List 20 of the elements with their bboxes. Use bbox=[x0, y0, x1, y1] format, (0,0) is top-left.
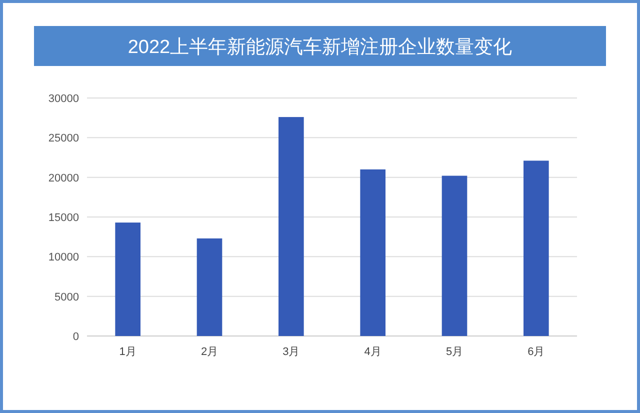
y-tick-label: 30000 bbox=[48, 93, 79, 105]
bar bbox=[115, 222, 140, 336]
x-tick-label: 5月 bbox=[446, 346, 464, 358]
y-tick-label: 20000 bbox=[48, 172, 79, 184]
y-tick-label: 0 bbox=[72, 331, 79, 343]
x-tick-label: 3月 bbox=[282, 346, 300, 358]
x-tick-label: 2月 bbox=[200, 346, 218, 358]
bar bbox=[442, 176, 468, 336]
y-tick-label: 10000 bbox=[48, 252, 79, 264]
bar bbox=[360, 169, 386, 336]
y-tick-label: 15000 bbox=[48, 212, 79, 224]
x-tick-label: 6月 bbox=[528, 346, 545, 358]
bar bbox=[196, 238, 222, 336]
chart-title: 2022上半年新能源汽车新增注册企业数量变化 bbox=[128, 36, 512, 58]
bar bbox=[278, 117, 304, 336]
y-tick-label: 5000 bbox=[54, 291, 79, 304]
bar bbox=[524, 160, 549, 336]
y-tick-label: 25000 bbox=[48, 132, 79, 145]
x-tick-label: 4月 bbox=[364, 346, 382, 358]
x-tick-label: 1月 bbox=[119, 346, 136, 358]
